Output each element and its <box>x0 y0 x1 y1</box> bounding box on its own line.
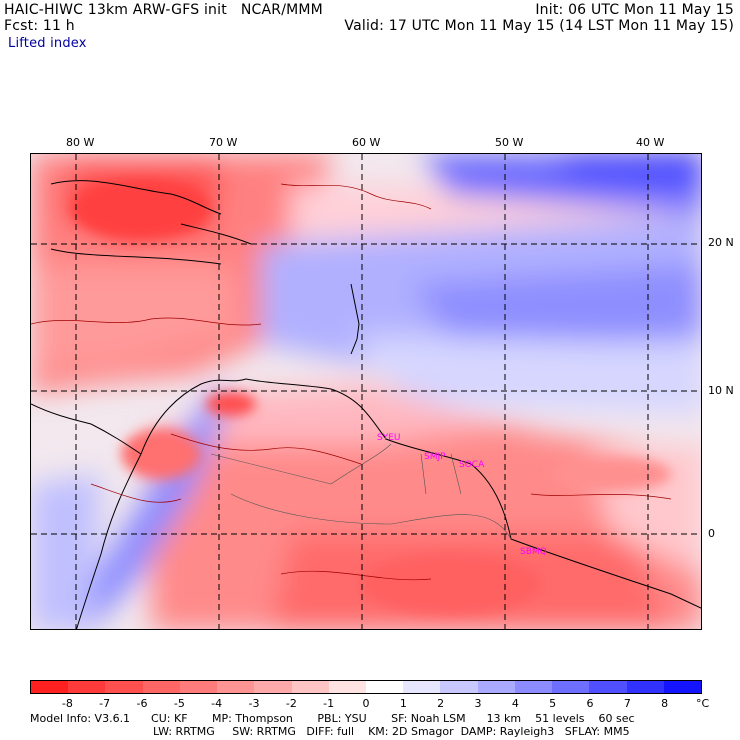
model-info-line1: Model Info: V3.6.1 CU: KF MP: Thompson P… <box>30 712 635 725</box>
map-canvas <box>31 154 701 629</box>
station-label: SOCA <box>459 460 485 470</box>
lon-label: 60 W <box>352 136 381 149</box>
colorbar-swatch <box>626 681 664 693</box>
colorbar-tick-label: 6 <box>586 697 594 710</box>
colorbar-tick-label: -4 <box>211 697 223 710</box>
forecast-hour: Fcst: 11 h <box>4 18 75 34</box>
colorbar-swatch <box>589 681 627 693</box>
colorbar-tick-label: -1 <box>323 697 335 710</box>
colorbar-swatch <box>328 681 366 693</box>
lon-label: 80 W <box>66 136 95 149</box>
model-info-line2: LW: RRTMG SW: RRTMG DIFF: full KM: 2D Sm… <box>153 725 630 738</box>
colorbar-tick-label: 8 <box>661 697 669 710</box>
lon-label: 70 W <box>209 136 238 149</box>
colorbar-swatch <box>254 681 292 693</box>
init-time: Init: 06 UTC Mon 11 May 15 <box>535 2 734 18</box>
colorbar-swatch <box>68 681 106 693</box>
colorbar-swatch <box>365 681 404 693</box>
colorbar-tick-label: 3 <box>474 697 482 710</box>
colorbar-tick-label: -5 <box>173 697 185 710</box>
colorbar-tick-label: -2 <box>285 697 297 710</box>
field-name: Lifted index <box>8 36 87 51</box>
colorbar-swatch <box>552 681 590 693</box>
colorbar-swatch <box>31 681 69 693</box>
colorbar-tick-label: 1 <box>399 697 407 710</box>
colorbar <box>30 680 702 694</box>
station-label: SMJP <box>424 452 446 462</box>
colorbar-tick-label: -6 <box>136 697 148 710</box>
model-title: HAIC-HIWC 13km ARW-GFS init NCAR/MMM <box>4 2 323 18</box>
lat-label: 0 <box>708 527 715 540</box>
lat-label: 10 N <box>708 384 734 397</box>
colorbar-swatch <box>291 681 329 693</box>
colorbar-tick-label: -8 <box>61 697 73 710</box>
colorbar-tick-label: -3 <box>248 697 260 710</box>
colorbar-swatch <box>105 681 143 693</box>
colorbar-swatch <box>663 681 701 693</box>
colorbar-swatch <box>440 681 478 693</box>
colorbar-tick-label: 2 <box>437 697 445 710</box>
colorbar-tick-label: -7 <box>99 697 111 710</box>
lon-label: 50 W <box>495 136 524 149</box>
colorbar-tick-label: 5 <box>549 697 557 710</box>
lat-label: 20 N <box>708 236 734 249</box>
colorbar-tick-label: 4 <box>511 697 519 710</box>
colorbar-swatch <box>403 681 441 693</box>
valid-time: Valid: 17 UTC Mon 11 May 15 (14 LST Mon … <box>344 18 734 34</box>
colorbar-unit: °C <box>696 697 710 710</box>
colorbar-swatch <box>179 681 218 693</box>
colorbar-swatch <box>142 681 180 693</box>
station-label: SYEU <box>377 433 401 443</box>
lifted-index-map: SYEU SMJP SOCA SBMQ <box>30 153 702 630</box>
lon-label: 40 W <box>636 136 665 149</box>
colorbar-tick-label: 0 <box>362 697 370 710</box>
colorbar-swatch <box>514 681 553 693</box>
station-label: SBMQ <box>520 547 547 557</box>
colorbar-tick-label: 7 <box>623 697 631 710</box>
colorbar-swatch <box>477 681 515 693</box>
colorbar-swatch <box>217 681 255 693</box>
